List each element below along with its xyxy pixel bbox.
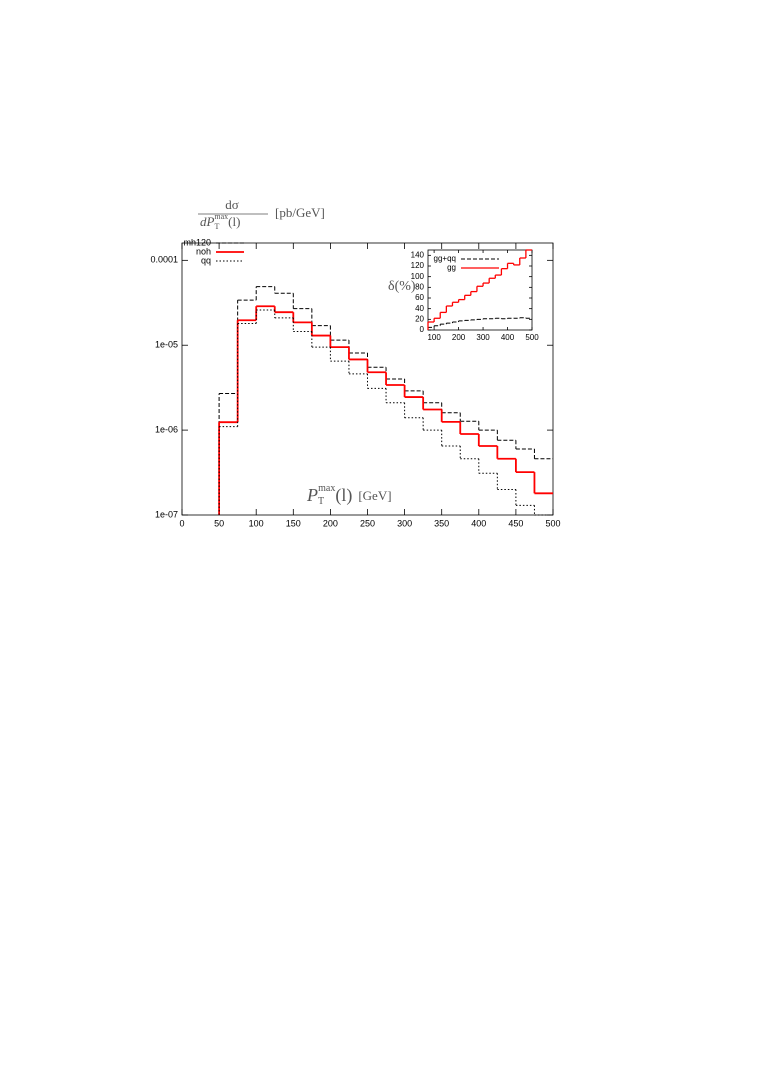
x-label-sup: max bbox=[318, 483, 335, 494]
y-tick-label: 1e-07 bbox=[155, 509, 178, 519]
x-tick-label: 200 bbox=[452, 333, 466, 342]
x-tick-label: 500 bbox=[545, 518, 560, 528]
x-tick-label: 250 bbox=[360, 518, 375, 528]
y-label-denominator: dPTmax(l) bbox=[200, 212, 240, 231]
y-tick-label: 140 bbox=[411, 250, 425, 259]
x-tick-label: 100 bbox=[427, 333, 441, 342]
y-tick-label: 20 bbox=[415, 314, 424, 323]
x-label: PTmax(l) [GeV] bbox=[306, 483, 392, 507]
y-label-tail: (l) bbox=[228, 214, 240, 229]
x-tick-label: 500 bbox=[525, 333, 539, 342]
y-tick-label: 120 bbox=[411, 261, 425, 270]
legend-label: mh120 bbox=[183, 237, 211, 247]
y-label-sub: T bbox=[214, 222, 219, 231]
y-label-unit: [pb/GeV] bbox=[275, 205, 325, 220]
y-tick-label: 1e-05 bbox=[155, 340, 178, 350]
y-tick-label: 0 bbox=[420, 325, 425, 334]
y-tick-label: 80 bbox=[415, 282, 424, 291]
inset-y-label: δ(%) bbox=[388, 279, 416, 294]
y-label-base: dP bbox=[200, 214, 215, 229]
y-tick-label: 60 bbox=[415, 293, 424, 302]
legend-label: gg+qq bbox=[434, 254, 456, 263]
x-tick-label: 400 bbox=[471, 518, 486, 528]
y-tick-label: 100 bbox=[411, 272, 425, 281]
y-tick-label: 1e-06 bbox=[155, 424, 178, 434]
legend-label: qq bbox=[201, 255, 211, 265]
x-label-sub: T bbox=[318, 496, 324, 507]
x-tick-label: 200 bbox=[323, 518, 338, 528]
y-tick-label: 0.0001 bbox=[150, 255, 178, 265]
x-tick-label: 350 bbox=[434, 518, 449, 528]
x-tick-label: 150 bbox=[286, 518, 301, 528]
y-tick-label: 40 bbox=[415, 304, 424, 313]
x-label-unit: [GeV] bbox=[358, 488, 391, 503]
x-tick-label: 300 bbox=[397, 518, 412, 528]
x-tick-label: 50 bbox=[214, 518, 224, 528]
legend-label: noh bbox=[196, 246, 211, 256]
y-label-numerator: dσ bbox=[225, 197, 239, 212]
x-tick-label: 100 bbox=[249, 518, 264, 528]
x-tick-label: 450 bbox=[508, 518, 523, 528]
x-tick-label: 300 bbox=[476, 333, 490, 342]
x-label-tail: (l) bbox=[335, 485, 352, 506]
y-label-sup: max bbox=[214, 212, 228, 221]
x-label-base: P bbox=[306, 485, 318, 505]
x-tick-label: 0 bbox=[179, 518, 184, 528]
legend-label: gg bbox=[447, 263, 456, 272]
x-tick-label: 400 bbox=[501, 333, 515, 342]
plot-frame bbox=[427, 249, 533, 331]
